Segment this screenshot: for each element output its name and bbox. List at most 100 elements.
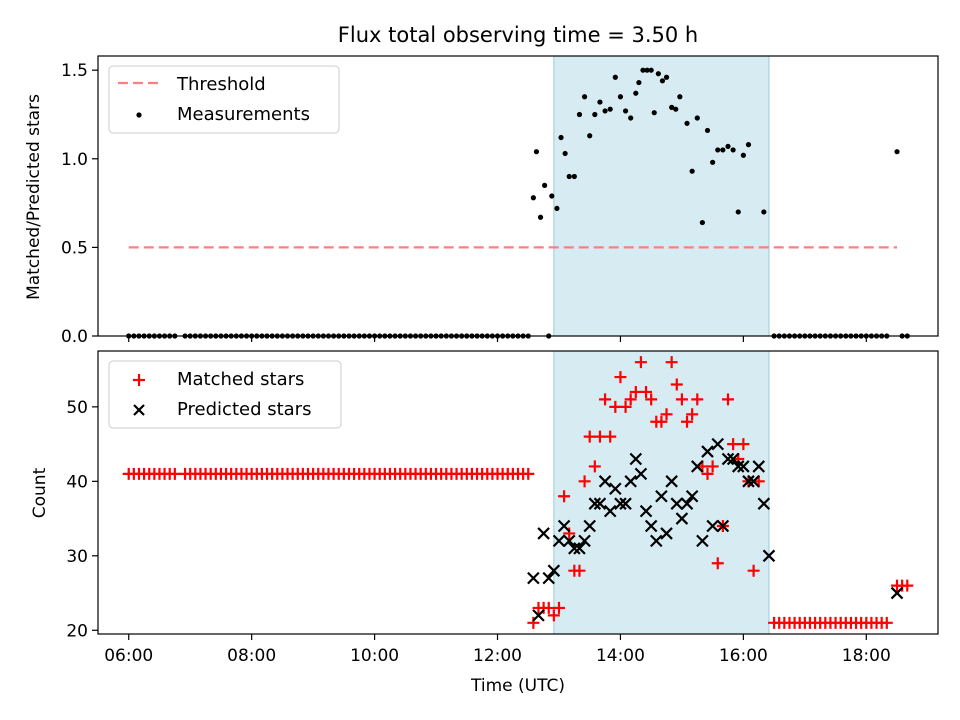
matched-point xyxy=(670,378,683,391)
predicted-point xyxy=(670,497,684,510)
measurement-point xyxy=(715,147,721,153)
x-tick-label: 10:00 xyxy=(350,646,399,666)
matched-point xyxy=(542,601,555,614)
measurement-point xyxy=(659,78,666,84)
predicted-point xyxy=(593,497,607,510)
predicted-point xyxy=(721,452,735,466)
legend-threshold-label: Threshold xyxy=(176,74,266,95)
predicted-point xyxy=(757,497,771,510)
count-panel: 20 30 40 50 06:00 08:00 10:00 12:00 14:00 16:00 1… xyxy=(30,350,939,696)
predicted-point xyxy=(629,452,643,466)
predicted-points xyxy=(527,437,904,622)
matched-point xyxy=(599,393,612,406)
top-y-tick-label: 1.0 xyxy=(61,150,88,170)
bottom-x-axis: 06:00 08:00 10:00 12:00 14:00 16:00 18:00 xyxy=(104,634,891,666)
measurement-point xyxy=(735,209,741,215)
measurement-point xyxy=(533,149,540,155)
matched-point xyxy=(604,430,617,443)
predicted-point xyxy=(557,519,571,533)
bottom-plot-frame xyxy=(97,350,939,635)
predicted-point xyxy=(527,571,540,585)
matched-point xyxy=(737,438,750,451)
top-y-tick-label: 0.5 xyxy=(61,238,88,258)
predicted-point xyxy=(562,534,576,548)
measurement-point xyxy=(530,195,536,201)
predicted-point xyxy=(701,445,714,458)
measurement-point xyxy=(607,106,613,112)
x-tick-label: 06:00 xyxy=(104,646,153,666)
measurement-point xyxy=(663,74,670,80)
bottom-y-tick-label: 30 xyxy=(66,547,88,567)
measurement-point xyxy=(725,143,731,149)
matched-points xyxy=(122,356,914,629)
top-highlight-span xyxy=(553,55,770,337)
matched-point xyxy=(588,460,601,473)
predicted-point xyxy=(598,475,612,488)
predicted-point xyxy=(752,460,766,473)
measurement-point xyxy=(628,115,634,121)
predicted-point xyxy=(711,437,725,451)
predicted-point xyxy=(547,564,561,577)
predicted-point xyxy=(634,467,648,481)
predicted-point xyxy=(716,519,730,533)
x-tick-label: 18:00 xyxy=(842,646,891,666)
predicted-point xyxy=(762,549,776,563)
bottom-highlight-span xyxy=(553,350,770,635)
predicted-point xyxy=(747,475,760,488)
predicted-point xyxy=(655,489,668,503)
matched-point xyxy=(880,616,893,629)
measurement-point xyxy=(694,115,700,121)
bottom-legend: Matched stars Predicted stars xyxy=(108,360,342,429)
top-y-tick-label: 1.5 xyxy=(61,61,88,81)
predicted-point xyxy=(619,497,632,510)
predicted-point xyxy=(588,497,602,510)
predicted-point xyxy=(726,452,740,466)
measurement-point xyxy=(677,94,683,100)
matched-point xyxy=(640,385,653,398)
x-tick-label: 16:00 xyxy=(719,646,768,666)
measurement-point xyxy=(636,79,642,86)
predicted-point xyxy=(644,519,658,533)
matched-point xyxy=(522,467,535,480)
legend-matched-swatch xyxy=(133,374,145,386)
measurement-point xyxy=(587,133,593,139)
measurement-point xyxy=(761,209,767,215)
predicted-point xyxy=(573,542,586,555)
matched-point xyxy=(727,438,740,451)
matched-point xyxy=(660,408,673,421)
predicted-point xyxy=(650,534,663,548)
measurement-point xyxy=(612,74,618,80)
measurement-point xyxy=(558,134,564,141)
legend-matched-label: Matched stars xyxy=(177,369,304,390)
bottom-legend-box xyxy=(108,360,342,429)
predicted-point xyxy=(665,475,678,488)
matched-point xyxy=(645,393,658,406)
matched-point xyxy=(665,356,678,369)
measurement-point xyxy=(699,219,705,226)
predicted-point xyxy=(568,542,581,555)
measurement-point xyxy=(651,110,657,116)
measurement-point xyxy=(602,108,608,114)
predicted-point xyxy=(742,475,755,488)
matched-point xyxy=(706,460,719,473)
matched-point xyxy=(619,400,632,413)
measurement-point xyxy=(655,71,661,77)
predicted-point xyxy=(624,475,637,488)
measurement-point xyxy=(710,159,716,165)
measurement-point xyxy=(571,173,577,180)
predicted-point xyxy=(737,460,750,473)
predicted-point xyxy=(639,504,653,518)
matched-point xyxy=(701,467,714,480)
measurement-point xyxy=(720,147,726,153)
predicted-point xyxy=(542,571,556,585)
predicted-point xyxy=(609,482,622,496)
predicted-point xyxy=(690,460,704,473)
matched-point xyxy=(681,415,694,428)
legend-predicted-label: Predicted stars xyxy=(177,399,311,420)
measurement-point xyxy=(562,150,568,157)
legend-measurements-label: Measurements xyxy=(177,104,310,125)
measurement-point xyxy=(566,173,572,180)
bottom-y-tick-label: 20 xyxy=(66,621,88,641)
measurement-point xyxy=(669,104,675,110)
